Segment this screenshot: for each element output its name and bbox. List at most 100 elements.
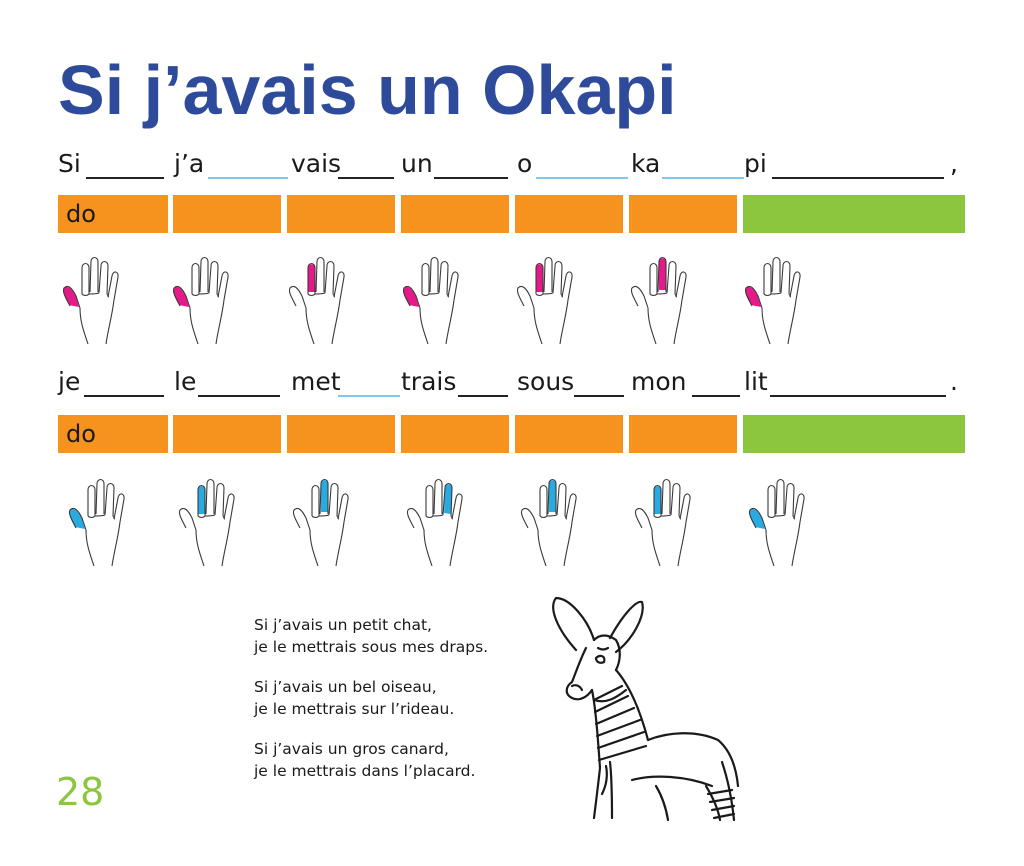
finger-outline <box>547 478 557 515</box>
finger-outline <box>89 256 99 293</box>
highlighted-finger <box>745 287 761 307</box>
finger-outline <box>319 478 329 515</box>
finger-outline <box>535 262 544 294</box>
hand-outline-icon <box>288 474 354 570</box>
syllable: trais <box>401 367 457 396</box>
finger-outline <box>307 262 316 294</box>
highlighted-finger <box>749 509 765 529</box>
finger-outline <box>675 271 687 301</box>
note-bar <box>287 415 395 453</box>
finger-outline <box>634 507 653 531</box>
verse-line: je le mettrais sur l’rideau. <box>254 700 455 718</box>
finger-outline <box>406 507 425 531</box>
finger-outline <box>337 493 349 523</box>
syllable: met <box>291 367 341 396</box>
finger-outline <box>670 482 681 517</box>
stanza: Si j’avais un bel oiseau, je le mettrais… <box>254 676 554 720</box>
finger-outline <box>98 260 109 295</box>
palm-outline <box>761 292 797 345</box>
palm-outline <box>79 292 115 345</box>
finger-outline <box>292 507 311 531</box>
finger-outline <box>199 256 209 293</box>
note-label: do <box>66 200 96 228</box>
hand-svg <box>68 478 125 567</box>
hand-outline-icon <box>516 474 582 570</box>
finger-outline <box>311 484 320 516</box>
highlighted-finger <box>654 486 661 514</box>
finger-outline <box>561 271 573 301</box>
finger-outline <box>104 482 115 517</box>
hand-outline-icon <box>398 252 464 348</box>
hand-svg <box>292 478 349 567</box>
finger-outline <box>679 493 691 523</box>
hand-svg <box>634 478 691 567</box>
tie-line <box>338 395 400 397</box>
finger-hands-line-2 <box>58 474 818 570</box>
verse-line: je le mettrais dans l’placard. <box>254 762 476 780</box>
finger-outline <box>324 260 335 295</box>
finger-outline <box>447 271 459 301</box>
finger-outline <box>748 507 767 531</box>
tie-line <box>208 177 288 179</box>
hand-outline-icon <box>284 252 350 348</box>
punctuation: , <box>950 149 958 178</box>
finger-outline <box>333 271 345 301</box>
note-bar <box>173 415 281 453</box>
highlighted-finger <box>63 287 79 307</box>
finger-outline <box>771 256 781 293</box>
finger-outline <box>178 507 197 531</box>
highlighted-finger <box>308 264 315 292</box>
finger-outline <box>223 493 235 523</box>
note-bar <box>287 195 395 233</box>
highlighted-finger <box>173 287 189 307</box>
note-bar-long <box>743 195 965 233</box>
tie-line <box>536 177 628 179</box>
syllable-underline <box>86 177 164 179</box>
hand-outline-icon <box>174 474 240 570</box>
page-title: Si j’avais un Okapi <box>58 51 677 129</box>
hand-outline-icon <box>402 474 468 570</box>
tie-line <box>662 177 744 179</box>
note-label: do <box>66 420 96 448</box>
highlighted-finger <box>659 258 666 290</box>
hand-outline-icon <box>168 252 234 348</box>
finger-outline <box>763 262 772 294</box>
palm-outline <box>85 514 121 567</box>
syllable: le <box>174 367 197 396</box>
syllable: vais <box>291 149 342 178</box>
syllable: sous <box>517 367 575 396</box>
finger-outline <box>172 285 191 309</box>
verse-line: Si j’avais un bel oiseau, <box>254 678 437 696</box>
finger-outline <box>565 493 577 523</box>
hand-svg <box>62 256 119 345</box>
syllable-underline <box>338 177 394 179</box>
finger-outline <box>288 285 307 309</box>
syllable-underline <box>770 395 946 397</box>
page-number: 28 <box>56 770 105 814</box>
lyrics-line-1: Si j’a vais un o ka pi , <box>58 150 968 184</box>
finger-outline <box>197 484 206 516</box>
finger-outline <box>666 260 677 295</box>
syllable-underline <box>198 395 280 397</box>
hand-svg <box>630 256 687 345</box>
finger-outline <box>87 484 96 516</box>
palm-outline <box>533 292 569 345</box>
hand-svg <box>516 256 573 345</box>
hand-outline-icon <box>626 252 692 348</box>
hand-svg <box>520 478 577 567</box>
finger-outline <box>214 482 225 517</box>
syllable: pi <box>744 149 767 178</box>
note-bars-line-1: do <box>58 195 966 233</box>
finger-outline <box>793 493 805 523</box>
verse-line: Si j’avais un gros canard, <box>254 740 449 758</box>
hand-outline-icon <box>64 474 130 570</box>
finger-outline <box>744 285 763 309</box>
verse-line: je le mettrais sous mes draps. <box>254 638 489 656</box>
note-bar <box>515 415 623 453</box>
stanza: Si j’avais un petit chat, je le mettrais… <box>254 614 554 658</box>
stanza: Si j’avais un gros canard, je le mettrai… <box>254 738 554 782</box>
finger-outline <box>68 507 87 531</box>
hand-svg <box>748 478 805 567</box>
syllable-underline <box>692 395 740 397</box>
finger-outline <box>208 260 219 295</box>
